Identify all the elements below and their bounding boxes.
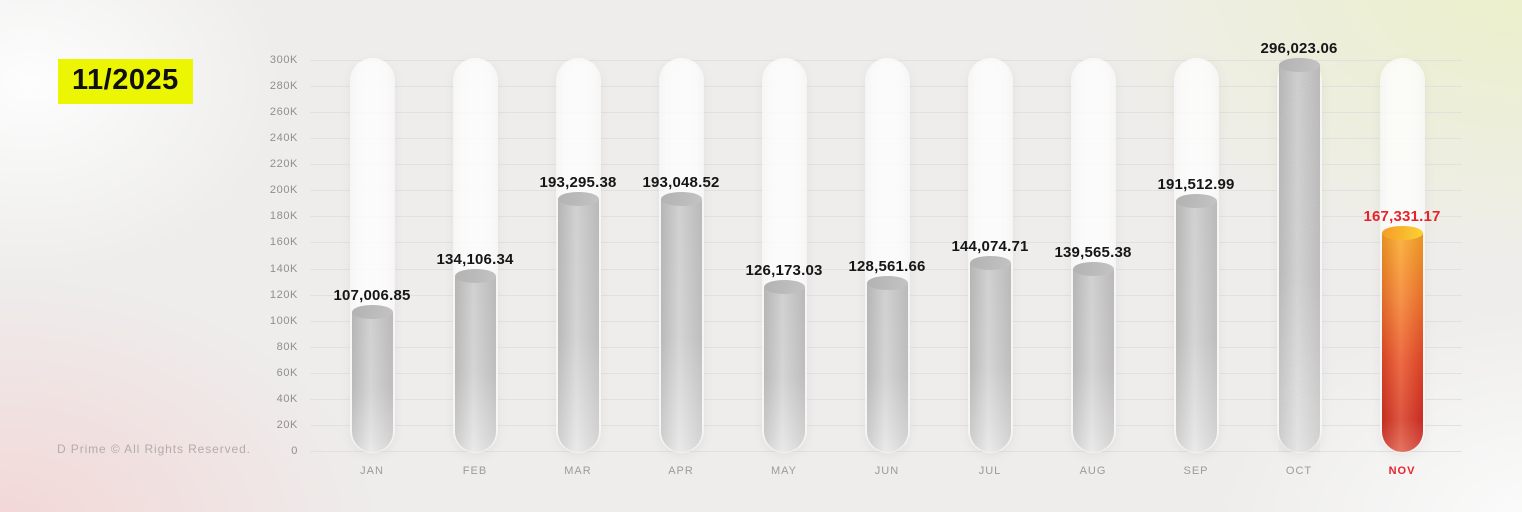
- y-axis-tick-label: 180K: [269, 210, 298, 223]
- y-axis-tick-label: 60K: [276, 366, 298, 379]
- bar-value-label: 193,048.52: [642, 174, 720, 192]
- bar-value-label: 193,295.38: [539, 174, 617, 192]
- x-axis-label-aug: AUG: [1079, 465, 1107, 477]
- y-axis-tick-label: 240K: [269, 132, 298, 145]
- y-axis-tick-label: 160K: [269, 236, 298, 249]
- bar-value-label: 128,561.66: [848, 258, 926, 276]
- bar-top-cap: [1072, 262, 1114, 277]
- copyright-text: D Prime © All Rights Reserved.: [57, 442, 251, 456]
- x-axis-label-feb: FEB: [462, 465, 488, 477]
- bar-jul: [969, 256, 1011, 452]
- x-axis-label-apr: APR: [668, 465, 694, 477]
- bar-nov: [1381, 225, 1423, 452]
- bar-feb: [454, 269, 496, 452]
- bar-value-label: 144,074.71: [951, 238, 1029, 256]
- bar-top-cap: [763, 279, 805, 294]
- bar-value-label: 191,512.99: [1157, 176, 1235, 194]
- bar-top-cap: [866, 276, 908, 291]
- bar-top-cap: [454, 269, 496, 284]
- bar-value-label: 139,565.38: [1054, 244, 1132, 262]
- bar-oct: [1278, 58, 1320, 452]
- bar-top-cap: [1278, 58, 1320, 73]
- bar-may: [763, 279, 805, 452]
- bar-value-label: 126,173.03: [745, 261, 823, 279]
- bar-jan: [351, 304, 393, 452]
- bar-top-cap: [969, 256, 1011, 271]
- grain-texture: [1278, 65, 1320, 452]
- bar-top-cap: [660, 192, 702, 207]
- bar-apr: [660, 192, 702, 452]
- x-axis-label-oct: OCT: [1285, 465, 1313, 477]
- y-axis-tick-label: 280K: [269, 80, 298, 93]
- y-axis-tick-label: 100K: [269, 314, 298, 327]
- bar-top-cap: [1175, 194, 1217, 209]
- bar-sep: [1175, 194, 1217, 452]
- bar-value-label: 107,006.85: [333, 286, 411, 304]
- bar-value-label: 134,106.34: [436, 251, 514, 269]
- y-axis-tick-label: 40K: [276, 392, 298, 405]
- bar-value-label: 296,023.06: [1260, 40, 1338, 58]
- bar-value-label: 167,331.17: [1363, 207, 1441, 225]
- x-axis-label-may: MAY: [770, 465, 798, 477]
- y-axis-tick-label: 20K: [276, 418, 298, 431]
- y-axis-tick-label: 120K: [269, 288, 298, 301]
- y-axis-tick-label: 0: [291, 445, 298, 457]
- bar-top-cap: [351, 304, 393, 319]
- bar-top-cap: [557, 192, 599, 207]
- bar-mar: [557, 192, 599, 452]
- x-axis-label-jan: JAN: [360, 465, 384, 477]
- y-axis-tick-label: 260K: [269, 106, 298, 119]
- y-axis-tick-label: 200K: [269, 184, 298, 197]
- y-axis-tick-label: 300K: [269, 54, 298, 66]
- y-axis-tick-label: 140K: [269, 262, 298, 275]
- bar-aug: [1072, 262, 1114, 452]
- x-axis-label-jun: JUN: [874, 465, 900, 477]
- y-axis-tick-label: 80K: [276, 340, 298, 353]
- x-axis-label-nov: NOV: [1388, 465, 1416, 477]
- x-axis-label-mar: MAR: [564, 465, 592, 477]
- bar-jun: [866, 276, 908, 452]
- period-badge: 11/2025: [58, 59, 193, 104]
- x-axis-label-jul: JUL: [978, 465, 1002, 477]
- bar-top-cap: [1381, 225, 1423, 240]
- y-axis-tick-label: 220K: [269, 158, 298, 171]
- x-axis-label-sep: SEP: [1183, 465, 1209, 477]
